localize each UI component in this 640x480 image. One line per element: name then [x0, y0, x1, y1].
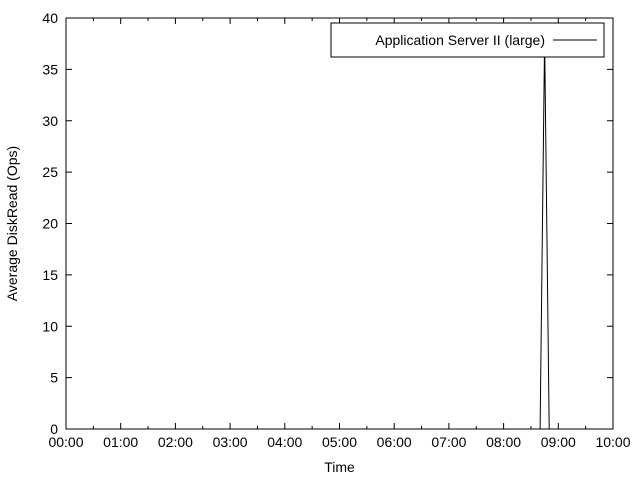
y-tick-label: 10: [42, 318, 58, 334]
plot-area: [65, 17, 614, 430]
x-axis-title: Time: [324, 459, 355, 475]
x-tick-label: 01:00: [103, 434, 138, 450]
x-tick-label: 02:00: [158, 434, 193, 450]
x-tick-label: 10:00: [595, 434, 630, 450]
y-tick-label: 20: [42, 216, 58, 232]
x-tick-label: 07:00: [431, 434, 466, 450]
x-tick-label: 00:00: [48, 434, 83, 450]
y-tick-label: 30: [42, 113, 58, 129]
tick-labels: 00:00 01:00 02:00 03:00 04:00 05:00 06:00 07:00…: [42, 10, 630, 450]
x-tick-label: 09:00: [541, 434, 576, 450]
y-tick-label: 40: [42, 10, 58, 26]
x-tick-label: 03:00: [213, 434, 248, 450]
legend: Application Server II (large): [330, 22, 605, 58]
y-tick-label: 35: [42, 61, 58, 77]
x-tick-label: 04:00: [267, 434, 302, 450]
x-tick-label: 06:00: [377, 434, 412, 450]
x-tick-label: 08:00: [486, 434, 521, 450]
legend-label: Application Server II (large): [375, 32, 545, 48]
y-tick-label: 25: [42, 164, 58, 180]
y-tick-label: 15: [42, 267, 58, 283]
y-tick-label: 5: [50, 370, 58, 386]
y-axis-title: Average DiskRead (Ops): [4, 146, 20, 301]
y-tick-label: 0: [50, 421, 58, 437]
x-tick-label: 05:00: [322, 434, 357, 450]
